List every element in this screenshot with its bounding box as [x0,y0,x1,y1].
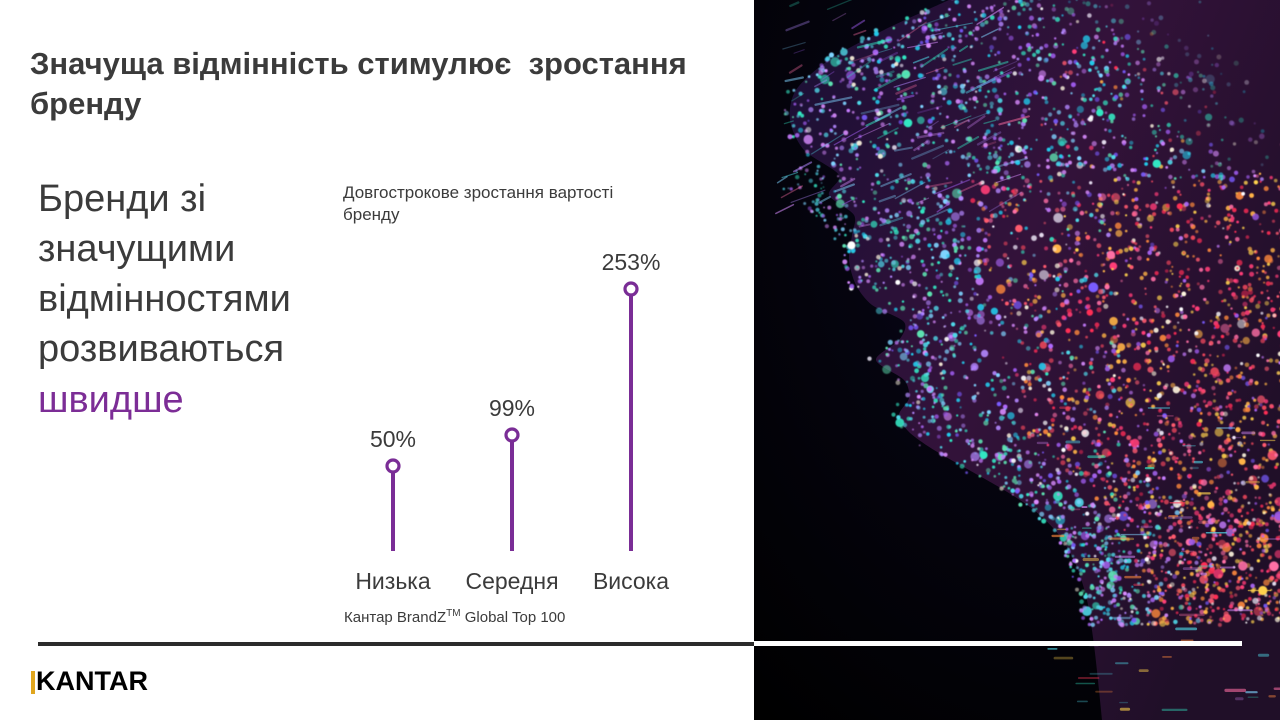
svg-text:Середня: Середня [465,568,558,594]
svg-text:50%: 50% [370,426,416,452]
svg-text:99%: 99% [489,395,535,421]
svg-text:Низька: Низька [355,568,431,594]
svg-text:253%: 253% [602,249,661,275]
svg-text:Висока: Висока [593,568,669,594]
